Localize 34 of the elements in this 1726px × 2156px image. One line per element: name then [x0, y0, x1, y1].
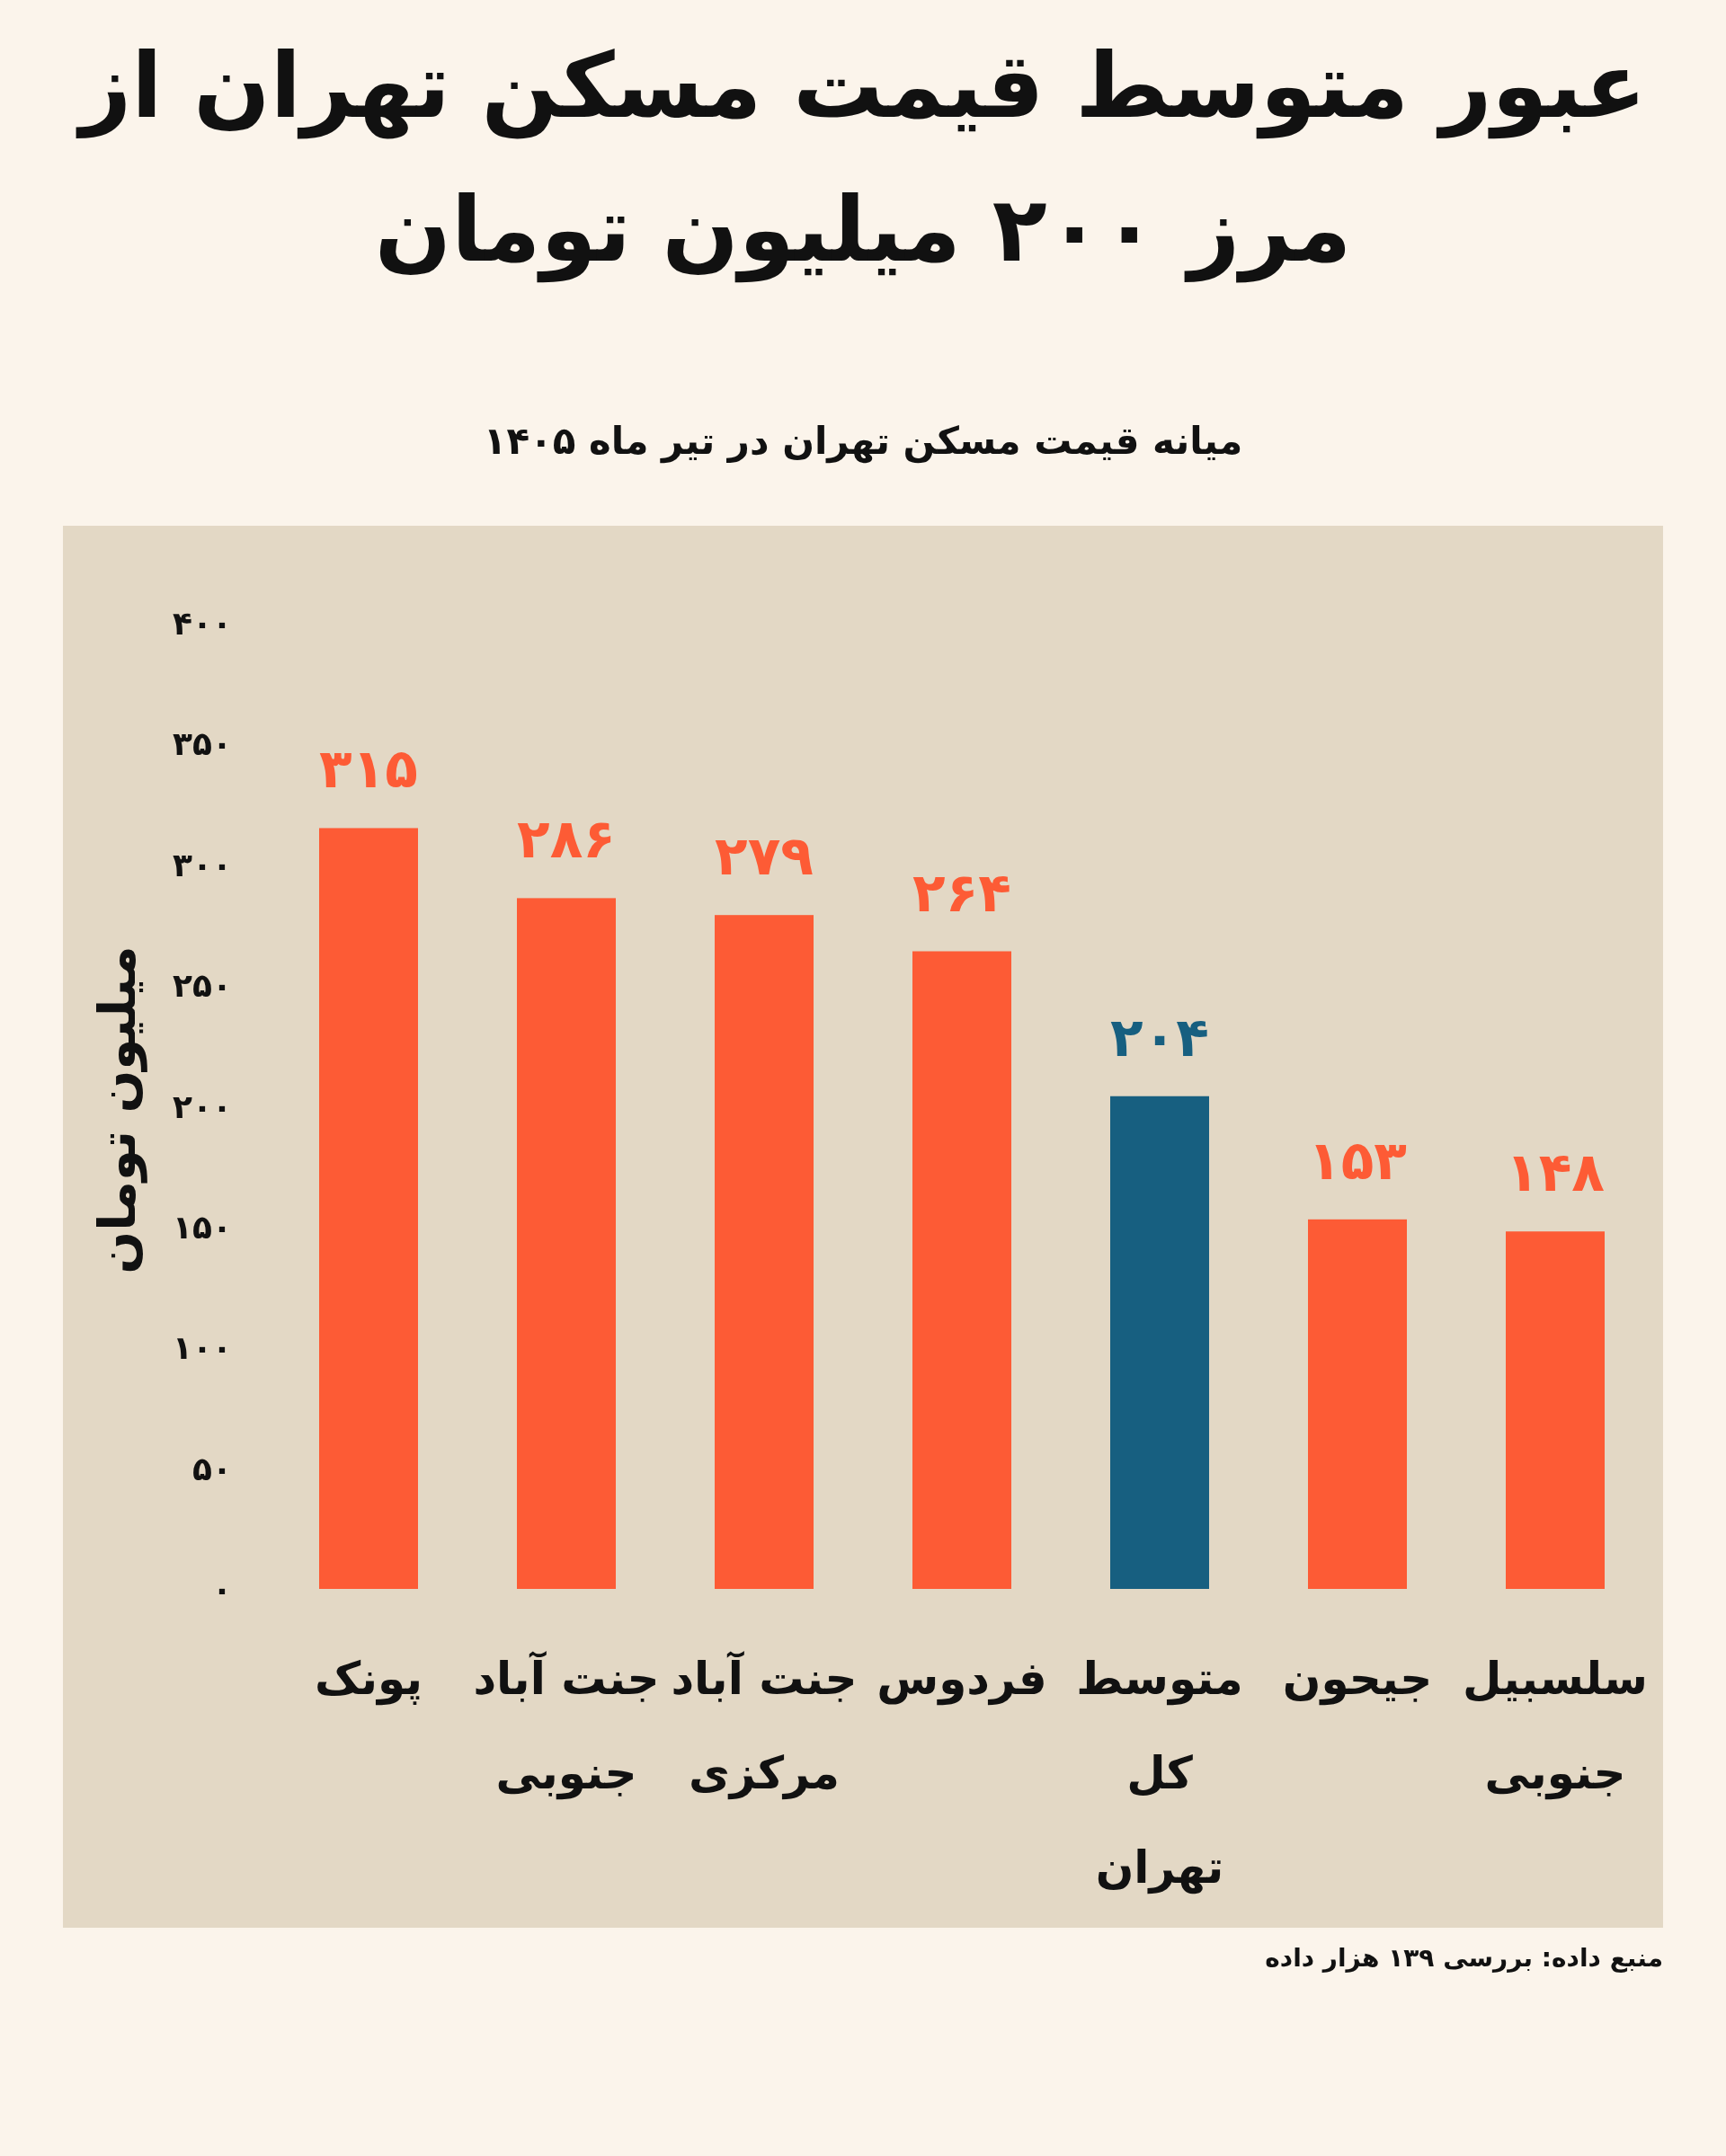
y-axis-title: میلیون تومان	[88, 945, 147, 1274]
y-tick-label: ۵۰	[192, 1450, 232, 1487]
y-tick-label: ۲۵۰	[173, 967, 232, 1005]
y-tick-label: ۲۰۰	[173, 1087, 232, 1125]
y-tick-label: ۱۵۰	[173, 1208, 232, 1246]
bar	[715, 915, 814, 1589]
x-tick-label: متوسط کل تهران	[1076, 1653, 1243, 1894]
data-label: ۱۵۳	[1308, 1128, 1407, 1192]
y-tick-label: ۳۰۰	[173, 846, 232, 883]
y-tick-label: ۴۰۰	[173, 605, 232, 642]
chart-subtitle: میانه قیمت مسکن تهران در تیر ماه ۱۴۰۵	[483, 419, 1243, 464]
chart-title: عبور متوسط قیمت مسکن تهران از مرز ۲۰۰ میلیون تومان	[75, 33, 1647, 283]
bar	[1110, 1096, 1209, 1589]
x-tick-label: جنت آباد مرکزی	[671, 1651, 858, 1800]
x-tick-label: پونک	[314, 1653, 423, 1706]
data-label: ۲۷۹	[715, 824, 814, 888]
y-tick-label: ۱۰۰	[173, 1329, 232, 1367]
x-tick-label: جیحون	[1282, 1653, 1433, 1706]
bar	[1308, 1219, 1407, 1589]
bar	[1506, 1231, 1605, 1589]
y-tick-label: ۰	[212, 1571, 232, 1608]
bar	[912, 951, 1011, 1589]
x-tick-label: فردوس	[876, 1653, 1047, 1706]
y-tick-label: ۳۵۰	[173, 725, 232, 763]
data-label: ۳۱۵	[319, 737, 418, 801]
x-tick-label: سلسبیل جنوبی	[1463, 1653, 1648, 1800]
data-label: ۲۰۴	[1110, 1005, 1209, 1069]
bar	[517, 898, 616, 1589]
data-label: ۲۶۴	[912, 860, 1011, 924]
bar	[319, 828, 418, 1589]
text: منبع داده: بررسی ۱۳۹ هزار داده	[1265, 1943, 1663, 1973]
data-label: ۱۴۸	[1506, 1140, 1605, 1204]
x-tick-label: جنت آباد جنوبی	[473, 1651, 660, 1800]
data-label: ۲۸۶	[517, 807, 616, 871]
